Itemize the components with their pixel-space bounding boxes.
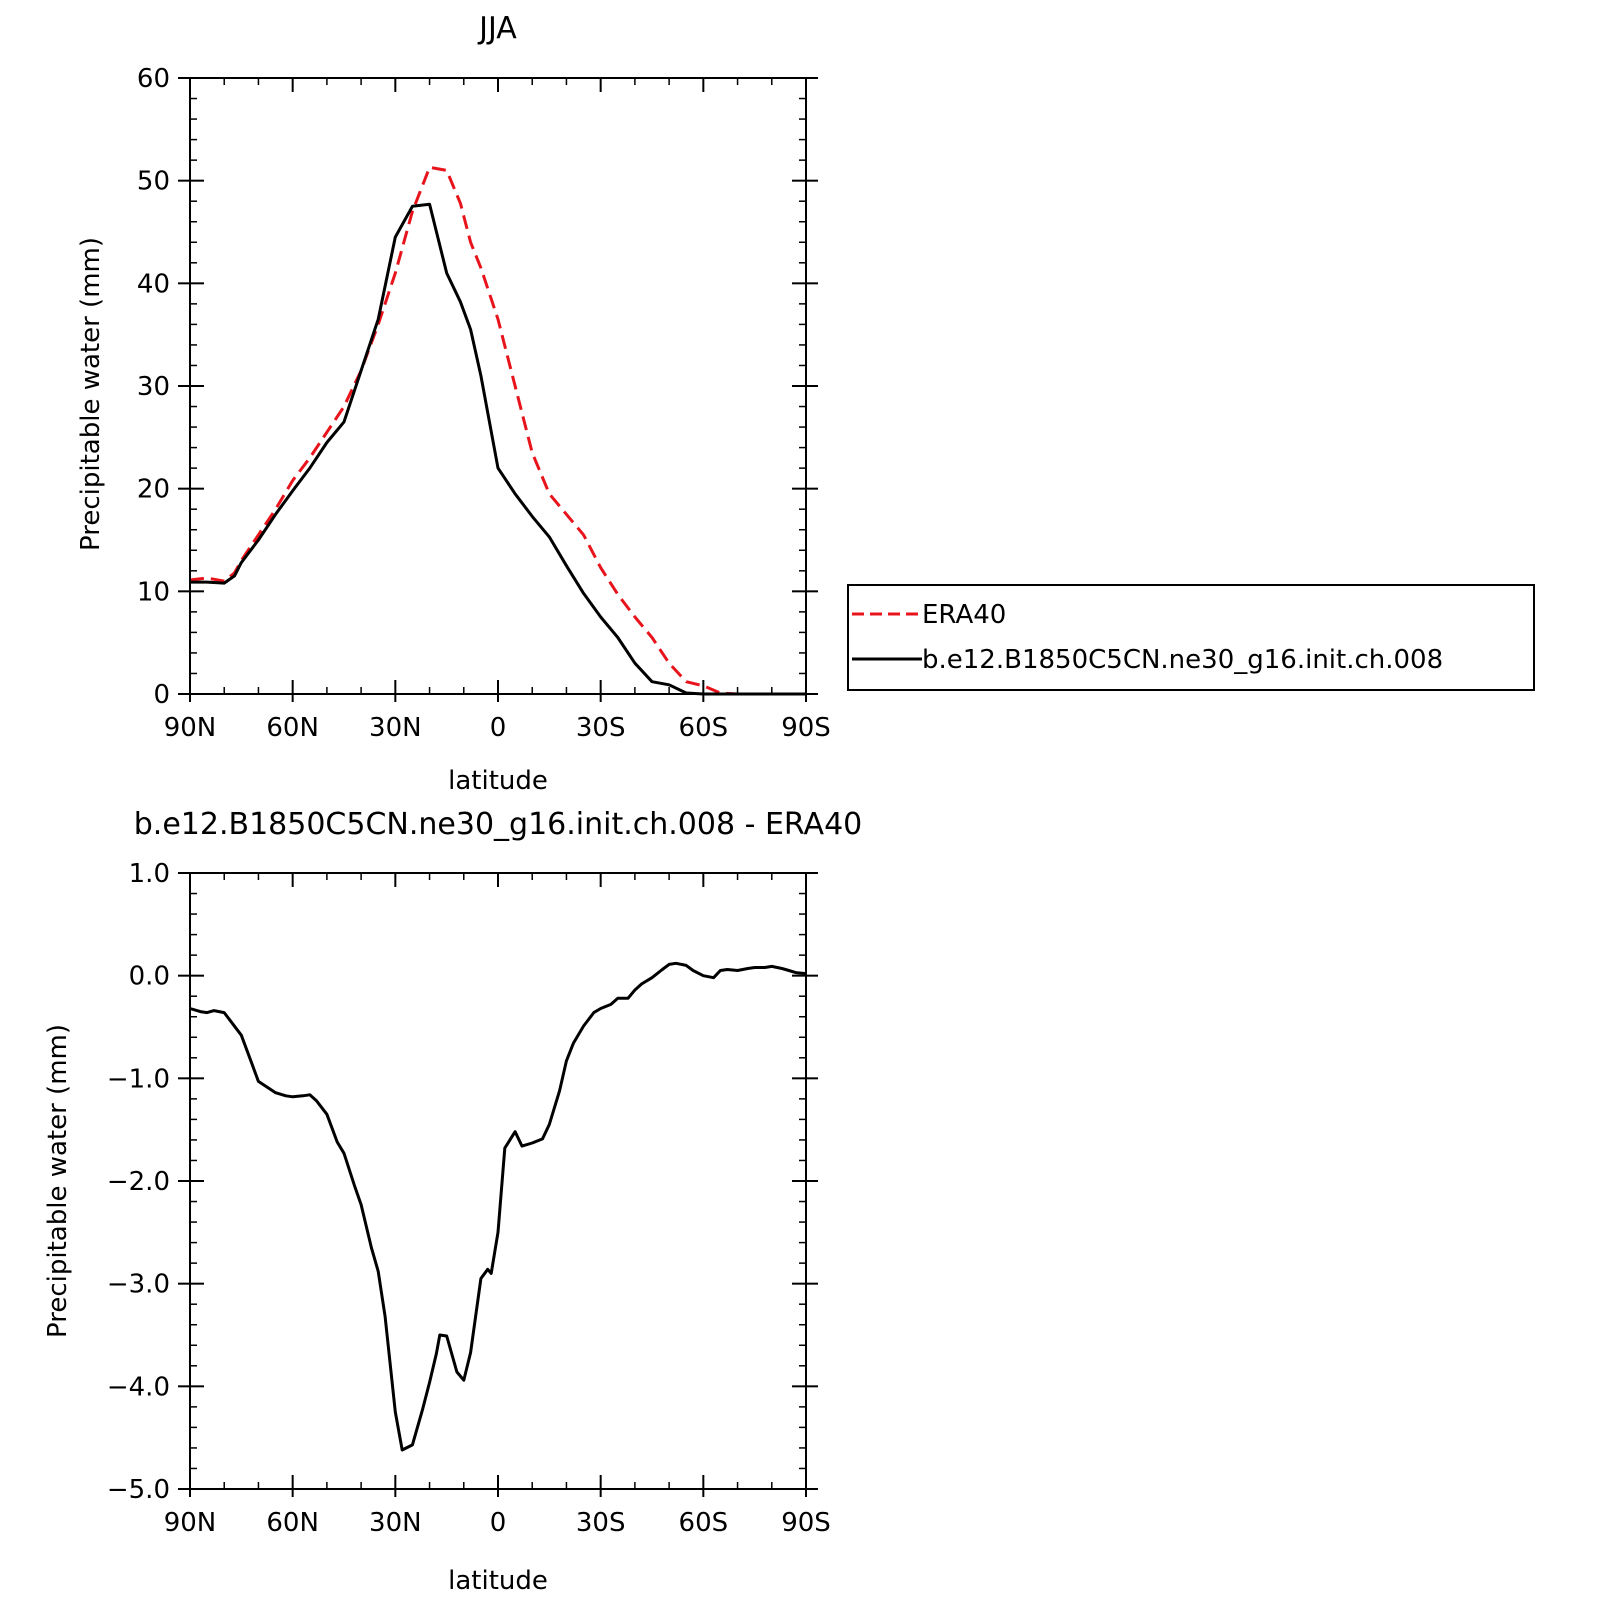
x-tick-label: 60S — [679, 713, 729, 743]
y-axis-label: Precipitable water (mm) — [76, 237, 106, 551]
y-tick-label: −2.0 — [107, 1167, 170, 1197]
x-tick-label: 60N — [266, 1508, 319, 1538]
series-line-model — [190, 202, 806, 696]
y-tick-label: 20 — [137, 475, 170, 505]
x-tick-label: 90N — [164, 1508, 217, 1538]
x-tick-label: 90S — [781, 1508, 831, 1538]
legend-label-model: b.e12.B1850C5CN.ne30_g16.init.ch.008 — [922, 645, 1443, 675]
legend: ERA40 b.e12.B1850C5CN.ne30_g16.init.ch.0… — [847, 584, 1535, 691]
legend-box — [847, 584, 1535, 691]
y-tick-label: 10 — [137, 577, 170, 607]
y-tick-label: 0.0 — [129, 962, 170, 992]
y-tick-label: 0 — [153, 680, 170, 710]
axes: 90N 60N 30N 0 30S 60S 90S 1.0 0.0 −1.0 −2.0 −3.0 −4.… — [107, 859, 831, 1538]
x-tick-label: 60S — [679, 1508, 729, 1538]
y-tick-label: −4.0 — [107, 1372, 170, 1402]
chart-title: JJA — [477, 11, 517, 46]
y-tick-label: 30 — [137, 372, 170, 402]
x-tick-label: 30S — [576, 713, 626, 743]
axes: 90N 60N 30N 0 30S 60S 90S 0 10 20 30 40 50 60 — [137, 64, 831, 743]
y-tick-label: 60 — [137, 64, 170, 94]
y-axis-label: Precipitable water (mm) — [43, 1024, 73, 1338]
x-tick-label: 90S — [781, 713, 831, 743]
x-tick-label: 30N — [369, 1508, 422, 1538]
y-tick-label: −1.0 — [107, 1064, 170, 1094]
x-tick-label: 90N — [164, 713, 217, 743]
series-group — [189, 961, 807, 1452]
y-tick-label: −3.0 — [107, 1270, 170, 1300]
plot-frame — [189, 872, 807, 1490]
x-axis-label: latitude — [448, 766, 548, 796]
y-tick-label: −5.0 — [107, 1475, 170, 1505]
x-tick-label: 30S — [576, 1508, 626, 1538]
legend-label-era40: ERA40 — [922, 600, 1006, 630]
chart-title: b.e12.B1850C5CN.ne30_g16.init.ch.008 - E… — [134, 807, 863, 842]
series-group — [189, 165, 806, 696]
series-line-era40 — [189, 165, 806, 696]
y-tick-label: 1.0 — [129, 859, 170, 889]
x-axis-label: latitude — [448, 1566, 548, 1596]
y-tick-label: 50 — [137, 167, 170, 197]
x-tick-label: 30N — [369, 713, 422, 743]
x-tick-label: 60N — [266, 713, 319, 743]
y-tick-label: 40 — [137, 269, 170, 299]
panel-difference: b.e12.B1850C5CN.ne30_g16.init.ch.008 - E… — [43, 807, 862, 1596]
x-tick-label: 0 — [490, 1508, 507, 1538]
plot-frame — [189, 77, 807, 695]
x-tick-label: 0 — [490, 713, 507, 743]
series-line-difference — [189, 961, 807, 1452]
panel-jja: JJA 90N 60N 30N 0 30S 60S 90S 0 10 20 30 40 50 60 lat… — [76, 11, 1535, 796]
